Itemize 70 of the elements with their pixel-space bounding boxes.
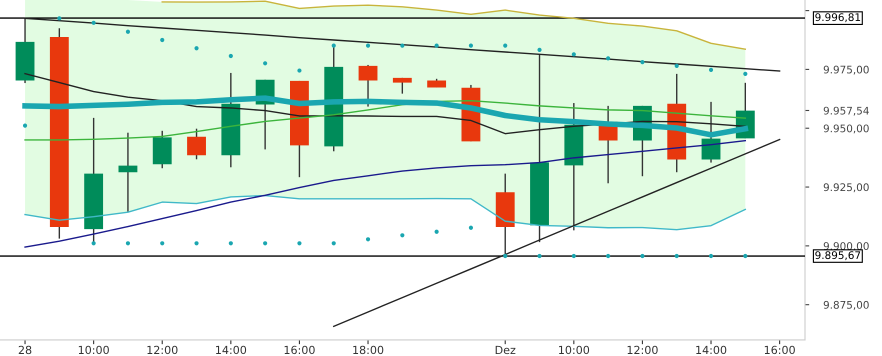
- point: [503, 254, 508, 258]
- point: [263, 61, 268, 66]
- point: [160, 38, 164, 42]
- candlestick: [702, 101, 720, 164]
- point: [263, 241, 268, 246]
- point: [126, 30, 130, 34]
- y-tick-label: 9.975,00: [824, 66, 869, 75]
- point: [400, 44, 404, 48]
- point: [468, 44, 474, 48]
- point: [572, 52, 576, 56]
- point: [743, 254, 748, 258]
- x-tick-label: 16:00: [284, 346, 315, 354]
- x-tick-label: 18:00: [353, 346, 384, 354]
- point: [160, 241, 164, 246]
- y-tick-label: 9.875,00: [824, 300, 869, 310]
- point: [606, 56, 610, 60]
- point: [22, 124, 28, 128]
- x-tick-label: 28: [18, 346, 32, 354]
- point: [572, 254, 576, 258]
- point: [332, 44, 336, 48]
- point: [674, 254, 679, 258]
- x-tick-label: Dez: [496, 346, 516, 354]
- candlestick: [392, 77, 412, 94]
- point: [537, 254, 542, 258]
- y-tick-label: 9.950,00: [824, 124, 869, 134]
- y-tick-label: 9.957,54: [824, 106, 869, 116]
- candlestick: [187, 128, 206, 160]
- point: [57, 16, 62, 20]
- ref-line-label: 9.996,81: [815, 13, 860, 22]
- x-tick-label: 16:00: [764, 346, 795, 354]
- x-tick-label: 10:00: [78, 346, 109, 354]
- point: [297, 68, 302, 73]
- x-tick-label: 14:00: [696, 346, 726, 354]
- x-tick-label: 12:00: [147, 346, 178, 354]
- point: [674, 64, 679, 68]
- point: [708, 68, 714, 72]
- point: [606, 254, 610, 258]
- y-tick-label: 9.925,00: [824, 183, 869, 192]
- point: [228, 241, 233, 246]
- point: [194, 241, 199, 246]
- point: [92, 241, 96, 246]
- point: [708, 254, 714, 258]
- point: [126, 241, 130, 246]
- line-series: [162, 0, 746, 50]
- point: [92, 20, 96, 25]
- point: [503, 44, 508, 48]
- point: [434, 44, 439, 48]
- point: [400, 233, 404, 238]
- line-series: [24, 194, 746, 230]
- point: [228, 54, 233, 58]
- ref-line-label: 9.895,67: [815, 251, 860, 260]
- candlestick: [118, 132, 138, 212]
- x-tick-label: 10:00: [559, 346, 590, 354]
- x-tick-label: 12:00: [628, 346, 658, 354]
- line-series: [24, 140, 746, 248]
- point: [194, 46, 199, 50]
- point: [366, 44, 370, 48]
- point: [366, 237, 370, 242]
- point: [743, 72, 748, 76]
- point: [434, 230, 439, 234]
- point: [640, 60, 645, 64]
- line-series: [333, 138, 780, 328]
- point: [297, 241, 302, 246]
- point: [332, 241, 336, 246]
- candlestick: [358, 64, 378, 108]
- point: [537, 48, 542, 52]
- point: [640, 254, 645, 258]
- point: [468, 226, 474, 230]
- line-series: [24, 18, 780, 72]
- x-tick-label: 14:00: [216, 346, 246, 354]
